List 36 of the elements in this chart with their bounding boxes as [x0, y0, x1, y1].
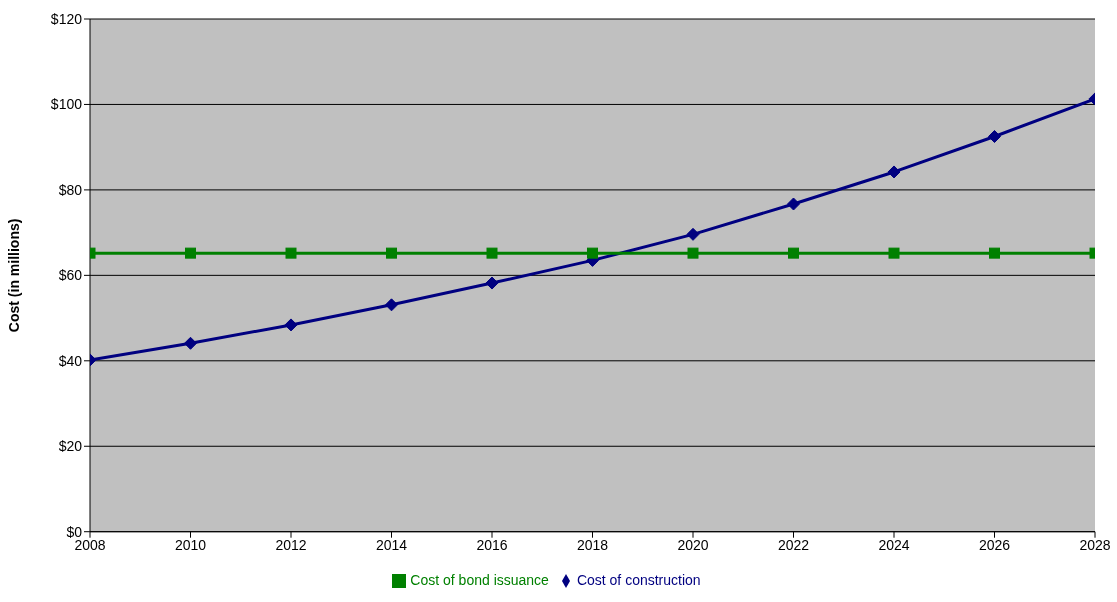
x-tick-label: 2016: [476, 536, 508, 553]
point: [184, 336, 197, 350]
x-tick-label: 2020: [677, 536, 709, 553]
x-tick-label: 2026: [978, 536, 1011, 553]
point: [787, 197, 800, 211]
x-tick-label: 2022: [777, 536, 810, 553]
point: [385, 298, 398, 312]
x-tick-label: 2010: [174, 536, 207, 553]
point: [386, 247, 397, 259]
point: [284, 318, 298, 332]
x-tick-label: 2028: [1079, 536, 1111, 553]
point: [587, 247, 598, 259]
point: [887, 165, 901, 179]
legend-label: Cost of construction: [576, 571, 701, 588]
y-tick-label: $60: [58, 267, 83, 284]
point: [687, 247, 699, 259]
y-tick-label: $80: [58, 181, 83, 198]
point: [485, 276, 499, 290]
point: [285, 247, 297, 259]
point: [486, 247, 498, 259]
point: [989, 247, 1000, 259]
point: [686, 227, 700, 241]
point: [185, 247, 196, 259]
y-tick-label: $40: [58, 352, 83, 369]
legend-label: Cost of bond issuance: [410, 571, 549, 588]
x-tick-label: 2024: [878, 536, 910, 553]
y-tick-label: $100: [50, 96, 83, 113]
y-axis-title: Cost (in millions): [5, 218, 22, 333]
y-tick-label: $120: [50, 10, 83, 27]
point: [788, 247, 799, 259]
x-tick-label: 2012: [275, 536, 307, 553]
point: [888, 247, 900, 259]
point: [988, 129, 1001, 143]
x-tick-label: 2014: [375, 536, 408, 553]
y-tick-label: $20: [58, 438, 83, 455]
x-tick-label: 2018: [576, 536, 609, 553]
